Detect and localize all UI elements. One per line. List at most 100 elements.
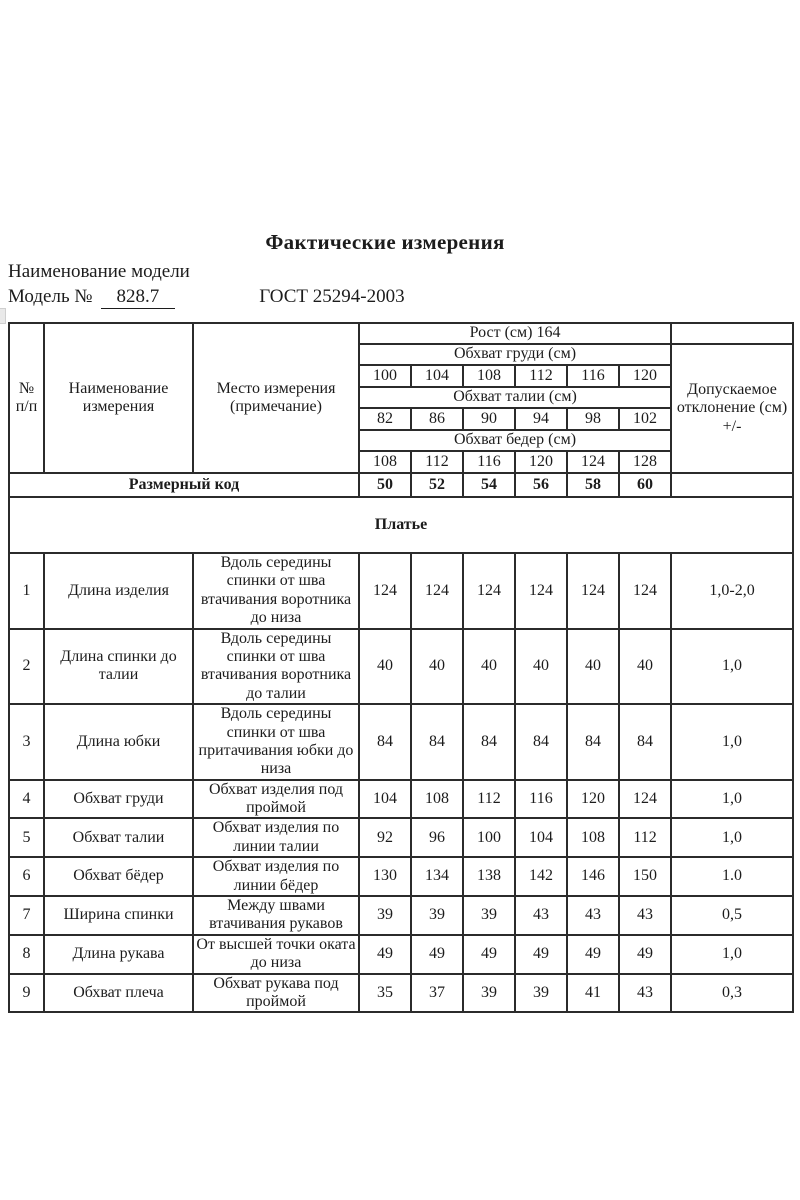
table-row: 5 Обхват талии Обхват изделия по линии тал… [8, 817, 795, 859]
size-code: 58 [566, 472, 620, 498]
measurement-value: 112 [462, 778, 516, 820]
measurement-value: 124 [410, 552, 464, 630]
measurement-value: 39 [410, 895, 464, 936]
header-row-hips: Обхват бедер (см) [9, 429, 793, 452]
measurement-value: 84 [462, 703, 516, 781]
table-row: 4 Обхват груди Обхват изделия под проймой 1… [8, 778, 795, 820]
header-row-hip-sizes: 108 112 116 120 124 128 [9, 450, 793, 474]
measurement-place: Между швами втачивания рукавов [192, 895, 360, 936]
measurement-value: 100 [462, 817, 516, 859]
table-row: 2 Длина спинки до талии Вдоль середины спи… [8, 627, 795, 706]
measurement-name: Длина спинки до талии [43, 627, 194, 706]
measurement-value: 124 [358, 552, 412, 630]
measurement-place: Вдоль середины спинки от шва втачивания … [192, 552, 360, 630]
header-tolerance: Допускаемое отклонение (см) +/- [670, 343, 795, 474]
measurement-value: 37 [410, 972, 464, 1014]
table-row: 1 Длина изделия Вдоль середины спинки от ш… [8, 552, 795, 630]
measurement-place: От высшей точки оката до низа [192, 933, 360, 975]
waist-size: 90 [462, 407, 516, 431]
row-number: 1 [8, 552, 45, 630]
model-number-label: Модель № [8, 286, 93, 307]
col-header-name: Наименование измерения [43, 322, 194, 474]
measurement-name: Ширина спинки [43, 895, 194, 936]
measurement-value: 124 [617, 552, 673, 630]
measurement-value: 146 [566, 856, 620, 898]
measurement-value: 104 [358, 778, 412, 820]
measurement-value: 124 [617, 778, 673, 820]
waist-size: 94 [514, 407, 568, 431]
measurement-value: 124 [514, 552, 568, 630]
measurement-value: 104 [514, 817, 568, 859]
header-height: Рост (см) 164 [357, 322, 673, 345]
model-number-line: Модель № 828.7 ГОСТ 25294-2003 [8, 286, 405, 309]
header-chest: Обхват груди (см) [357, 343, 673, 366]
model-number-value: 828.7 [100, 286, 176, 309]
measurement-value: 39 [462, 895, 516, 936]
measurements-table: № п/п Наименование измерения Место измер… [7, 322, 795, 1014]
measurement-value: 49 [514, 933, 568, 975]
row-number: 4 [8, 778, 45, 820]
header-row-height: № п/п Наименование измерения Место измер… [8, 322, 795, 474]
measurement-name: Обхват груди [43, 778, 194, 820]
measurement-value: 39 [514, 972, 568, 1014]
header-hips: Обхват бедер (см) [357, 429, 673, 452]
row-number: 3 [8, 703, 45, 781]
tolerance-value: 1,0 [670, 778, 795, 820]
measurement-name: Длина изделия [43, 552, 194, 630]
header-row-chest-sizes: 100 104 108 112 116 120 [9, 364, 793, 388]
waist-size: 98 [566, 407, 620, 431]
chest-size: 116 [566, 364, 620, 388]
measurement-value: 138 [462, 856, 516, 898]
tolerance-value: 1,0 [670, 703, 795, 781]
measurement-value: 116 [514, 778, 568, 820]
chest-size: 112 [514, 364, 568, 388]
chest-size: 108 [462, 364, 516, 388]
measurement-name: Длина рукава [43, 933, 194, 975]
tolerance-value: 1,0 [670, 627, 795, 706]
measurement-value: 40 [617, 627, 673, 706]
row-number: 6 [8, 856, 45, 898]
tolerance-value: 0,5 [670, 895, 795, 936]
table-row: 8 Длина рукава От высшей точки оката до ни… [8, 933, 795, 975]
tolerance-value: 1,0 [670, 933, 795, 975]
size-code: 50 [358, 472, 412, 498]
measurement-value: 40 [462, 627, 516, 706]
measurement-value: 84 [514, 703, 568, 781]
table-row: 3 Длина юбки Вдоль середины спинки от шва … [8, 703, 795, 781]
measurement-value: 49 [462, 933, 516, 975]
measurement-place: Вдоль середины спинки от шва притачивани… [192, 703, 360, 781]
hip-size: 128 [617, 450, 673, 474]
tolerance-value: 1.0 [670, 856, 795, 898]
measurement-place: Обхват изделия по линии бёдер [192, 856, 360, 898]
hip-size: 112 [410, 450, 464, 474]
header-row-chest: Обхват груди (см) Допускаемое отклонение… [9, 343, 795, 474]
measurement-value: 142 [514, 856, 568, 898]
measurement-place: Обхват изделия по линии талии [192, 817, 360, 859]
col-header-place: Место измерения (примечание) [192, 322, 360, 474]
measurement-value: 43 [514, 895, 568, 936]
measurement-value: 112 [617, 817, 673, 859]
measurement-value: 92 [358, 817, 412, 859]
measurement-place: Обхват рукава под проймой [192, 972, 360, 1014]
size-code-spacer [670, 472, 795, 498]
measurement-name: Обхват плеча [43, 972, 194, 1014]
measurement-value: 120 [566, 778, 620, 820]
waist-size: 82 [358, 407, 412, 431]
waist-size: 86 [410, 407, 464, 431]
row-number: 5 [8, 817, 45, 859]
row-number: 7 [8, 895, 45, 936]
header-row-waist: Обхват талии (см) [9, 386, 793, 409]
measurement-place: Вдоль середины спинки от шва втачивания … [192, 627, 360, 706]
hip-size: 124 [566, 450, 620, 474]
size-code-row: Размерный код 50 52 54 56 58 60 [8, 472, 795, 498]
hip-size: 108 [358, 450, 412, 474]
measurement-name: Обхват бёдер [43, 856, 194, 898]
tolerance-value: 1,0 [670, 817, 795, 859]
measurement-value: 84 [617, 703, 673, 781]
hip-size: 116 [462, 450, 516, 474]
size-code: 54 [462, 472, 516, 498]
measurement-value: 35 [358, 972, 412, 1014]
document-title: Фактические измерения [265, 230, 505, 254]
size-code: 56 [514, 472, 568, 498]
